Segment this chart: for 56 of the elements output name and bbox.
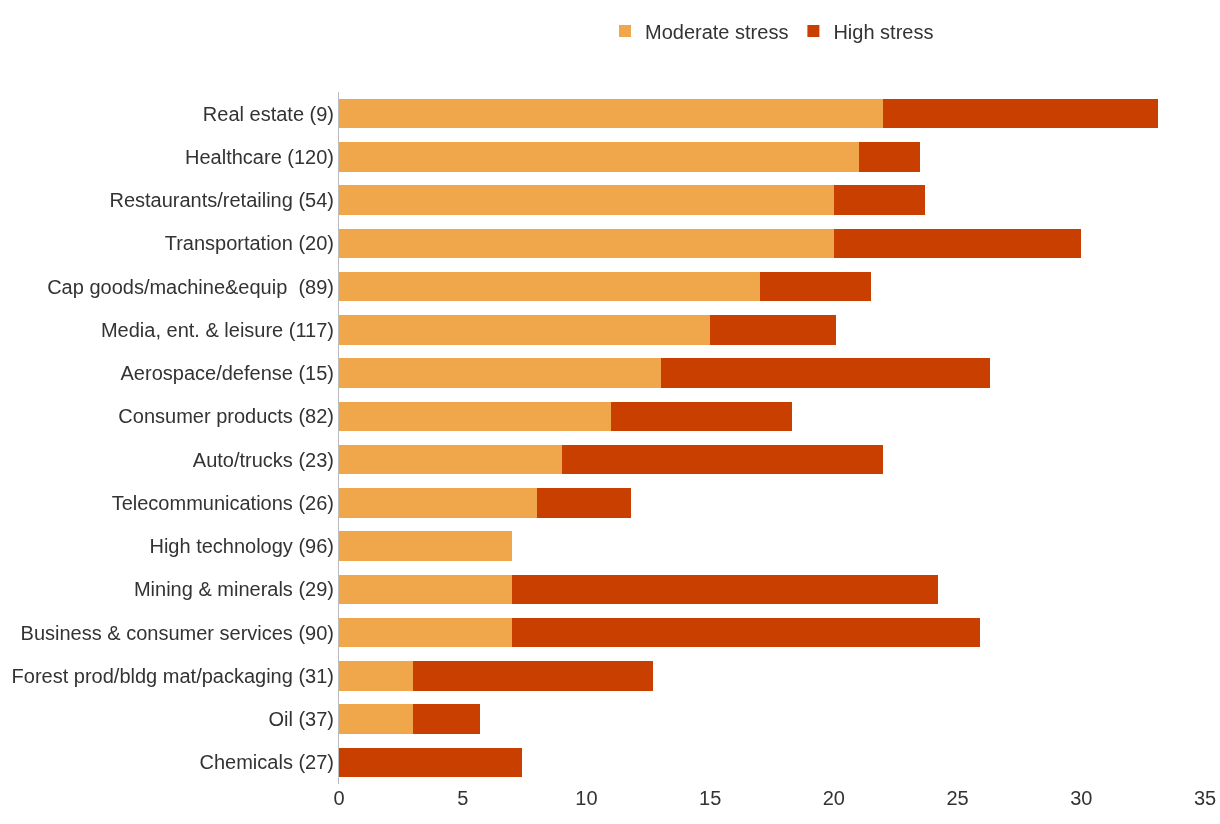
bar <box>339 617 513 648</box>
bar <box>339 142 859 172</box>
bar <box>339 401 612 432</box>
y-tick-label: Mining & minerals (29) <box>133 578 334 601</box>
bar <box>660 358 990 388</box>
y-tick-label: Business & consumer services (90) <box>20 621 334 644</box>
x-tick-label: 30 <box>1070 787 1093 809</box>
bar <box>759 271 871 302</box>
bar <box>413 704 481 734</box>
x-tick-label: 20 <box>822 787 845 809</box>
bar <box>339 98 884 129</box>
bar <box>611 401 792 432</box>
x-tick-label: 15 <box>699 787 722 809</box>
bar <box>339 228 834 259</box>
x-tick-label: 35 <box>1193 787 1217 809</box>
bar <box>339 704 414 734</box>
y-tick-label: High technology (96) <box>149 535 334 558</box>
x-tick-label: 25 <box>946 787 969 809</box>
bar <box>858 142 921 172</box>
bar <box>883 98 1158 129</box>
bar <box>536 488 631 518</box>
y-tick-label: Media, ent. & leisure (117) <box>100 318 334 341</box>
y-tick-label: Cap goods/machine&equip (89) <box>47 275 334 298</box>
y-tick-label: Aerospace/defense (15) <box>120 362 334 385</box>
y-tick-label: Oil (37) <box>268 708 334 731</box>
legend-label: Moderate stress <box>645 20 789 43</box>
bar <box>339 661 414 691</box>
bar <box>339 531 513 561</box>
legend-label: High stress <box>833 20 934 43</box>
bar <box>561 444 884 475</box>
y-tick-label: Consumer products (82) <box>118 405 334 428</box>
bar <box>833 228 1082 259</box>
y-tick-label: Chemicals (27) <box>199 751 334 774</box>
x-tick-label: 5 <box>457 787 469 809</box>
bar <box>339 358 661 388</box>
bar <box>833 185 926 215</box>
y-tick-label: Auto/trucks (23) <box>192 448 334 471</box>
bar <box>339 747 523 778</box>
y-tick-label: Restaurants/retailing (54) <box>109 189 334 212</box>
y-tick-label: Forest prod/bldg mat/packaging (31) <box>11 664 334 687</box>
bar <box>339 185 834 215</box>
bar <box>339 315 711 345</box>
bar <box>512 574 938 605</box>
bar <box>339 271 760 302</box>
y-tick-label: Healthcare (120) <box>185 145 334 168</box>
x-tick-label: 10 <box>575 787 598 809</box>
x-tick-label: 0 <box>333 787 345 809</box>
bar <box>512 617 980 648</box>
bar <box>413 661 654 691</box>
bar <box>339 574 513 605</box>
bar <box>339 444 562 475</box>
bar <box>710 315 837 345</box>
bar <box>339 488 537 518</box>
y-tick-label: Transportation (20) <box>164 232 334 255</box>
y-tick-label: Telecommunications (26) <box>111 491 334 514</box>
y-tick-label: Real estate (9) <box>202 102 334 125</box>
